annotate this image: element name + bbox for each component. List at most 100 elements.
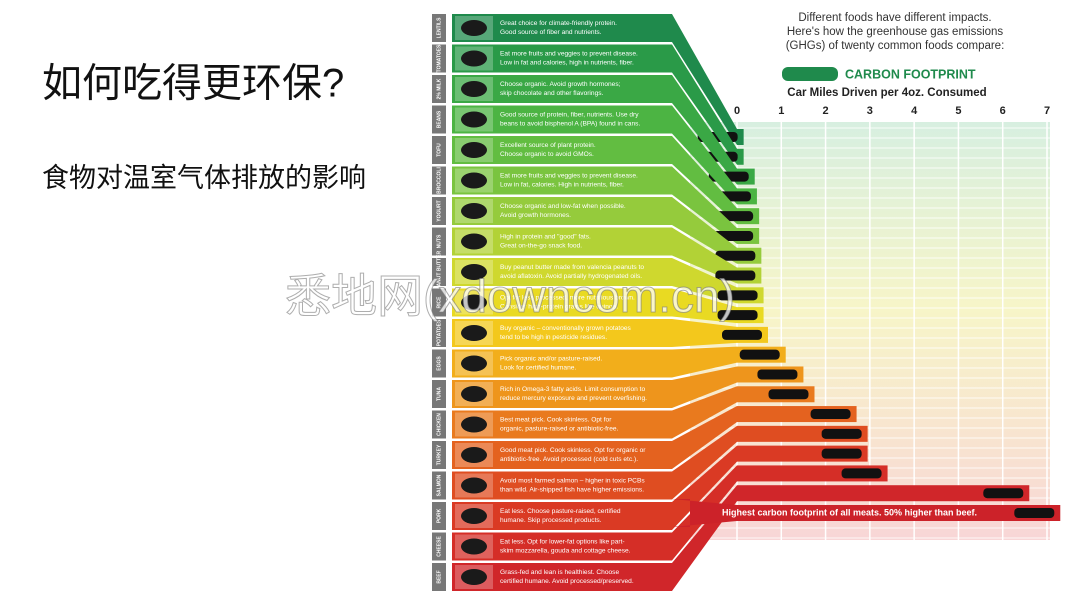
car-icon <box>821 448 862 459</box>
food-label-box <box>432 319 446 347</box>
food-description: Avoid growth hormones. <box>500 212 571 219</box>
food-description: Best meat pick. Cook skinless. Opt for <box>500 416 612 423</box>
ribbon <box>452 425 737 500</box>
food-icon <box>461 294 487 311</box>
ribbon <box>452 258 737 304</box>
x-tick-label: 4 <box>911 105 918 117</box>
food-label: TOFU <box>436 143 442 157</box>
food-label: 2% MILK <box>436 78 442 99</box>
food-label-box <box>432 258 446 286</box>
food-description: tend to be high in pesticide residues. <box>500 334 607 341</box>
car-icon <box>715 250 756 261</box>
food-description: reduce mercury exposure and prevent over… <box>500 395 647 402</box>
food-icon <box>461 355 487 372</box>
food-label-box <box>432 410 446 439</box>
food-label-box <box>432 44 446 73</box>
food-row: POTATOES Buy organic – conventionally gro… <box>432 319 632 347</box>
x-tick-label: 0 <box>734 105 740 117</box>
food-label-box <box>432 166 446 195</box>
food-icon <box>461 203 487 219</box>
food-row: RICE Opt for less processed, more nutriti… <box>432 288 635 317</box>
car-icon <box>782 67 838 81</box>
food-row: PEANUT BUTTER Buy peanut butter made from… <box>432 251 644 294</box>
food-row: EGGS Pick organic and/or pasture-raised. L… <box>432 349 602 378</box>
food-description: Great choice for climate-friendly protei… <box>500 20 617 27</box>
car-icon <box>739 349 780 360</box>
food-description: Low in fat, calories. High in nutrients,… <box>500 181 624 188</box>
car-icon <box>722 329 762 340</box>
food-description: Choose organic and low-fat when possible… <box>500 203 626 210</box>
food-label: YOGURT <box>436 200 442 221</box>
food-icon <box>461 111 487 128</box>
food-label-box <box>432 471 446 500</box>
food-label-box <box>432 227 446 256</box>
food-icon <box>461 538 487 555</box>
food-row: TUNA Rich in Omega-3 fatty acids. Limit c… <box>432 380 647 408</box>
food-icon <box>461 325 487 341</box>
ribbon <box>452 288 737 324</box>
car-icon <box>717 290 758 301</box>
food-row: SALMON Avoid most farmed salmon – higher … <box>432 471 645 500</box>
ribbon <box>452 366 737 408</box>
ribbon <box>452 485 737 591</box>
food-label-box <box>432 75 446 103</box>
food-label-box <box>432 14 446 42</box>
food-description: than wild. Air-shipped fish have higher … <box>500 486 644 493</box>
food-description: Buy organic – conventionally grown potat… <box>500 325 632 332</box>
food-row: CHICKEN Best meat pick. Cook skinless. Op… <box>432 410 619 439</box>
slide-subtitle: 食物对温室气体排放的影响 <box>42 163 366 193</box>
food-description: Consider high-protein grains like quinoa… <box>500 303 618 310</box>
car-icon <box>983 488 1024 499</box>
food-label: PEANUT BUTTER <box>436 251 442 294</box>
food-label: RICE <box>436 296 442 309</box>
food-description: Great on-the-go snack food. <box>500 242 582 249</box>
bar <box>737 129 744 145</box>
food-label-box <box>432 349 446 378</box>
food-label-box <box>432 380 446 408</box>
car-icon <box>821 428 862 439</box>
food-row: TOMATOES Eat more fruits and veggies to p… <box>432 44 638 73</box>
food-row: 2% MILK Choose organic. Avoid growth horm… <box>432 75 621 103</box>
ribbon <box>452 166 737 244</box>
food-label: BEANS <box>436 110 442 128</box>
food-icon <box>461 233 487 250</box>
food-description: avoid aflatoxin. Avoid partially hydroge… <box>500 273 642 280</box>
food-label: TUNA <box>436 387 442 401</box>
food-label-box <box>432 563 446 591</box>
food-label: PORK <box>436 508 442 523</box>
food-icon <box>461 142 487 158</box>
car-icon <box>717 310 758 321</box>
food-description: Choose organic. Avoid growth hormones; <box>500 81 621 88</box>
food-label: CHICKEN <box>436 413 442 436</box>
ribbon <box>452 465 737 561</box>
food-icon <box>461 416 487 433</box>
food-row: BEANS Good source of protein, fiber, nutr… <box>432 105 640 134</box>
food-label-box <box>432 532 446 561</box>
food-description: Excellent source of plant protein. <box>500 142 596 149</box>
annotation: Highest carbon footprint of all meats. 5… <box>722 507 977 517</box>
food-description: organic, pasture-raised or antibiotic-fr… <box>500 425 619 432</box>
food-description: skim mozzarella, gouda and cottage chees… <box>500 547 631 554</box>
x-tick-label: 1 <box>778 105 784 117</box>
car-icon <box>810 409 851 420</box>
food-label: TURKEY <box>436 444 442 465</box>
food-label-box <box>432 197 446 225</box>
food-description: skip chocolate and other flavorings. <box>500 90 604 97</box>
food-label-box <box>432 502 446 530</box>
slide-title: 如何吃得更环保? <box>42 62 344 106</box>
food-icon <box>461 20 487 36</box>
food-description: Eat more fruits and veggies to prevent d… <box>500 50 638 57</box>
car-icon <box>1014 508 1055 518</box>
food-row: BEEF Grass-fed and lean is healthiest. Ch… <box>432 563 634 591</box>
ribbon <box>452 346 737 378</box>
food-description: humane. Skip processed products. <box>500 517 602 524</box>
intro-line: Different foods have different impacts. <box>798 12 991 24</box>
food-label: TOMATOES <box>436 44 442 72</box>
food-description: Rich in Omega-3 fatty acids. Limit consu… <box>500 386 645 393</box>
food-icon <box>461 50 487 67</box>
food-row: CHEESE Eat less. Opt for lower-fat option… <box>432 532 631 561</box>
car-icon <box>841 468 882 479</box>
food-description: Avoid most farmed salmon – higher in tox… <box>500 477 645 484</box>
food-description: Look for certified humane. <box>500 364 576 371</box>
